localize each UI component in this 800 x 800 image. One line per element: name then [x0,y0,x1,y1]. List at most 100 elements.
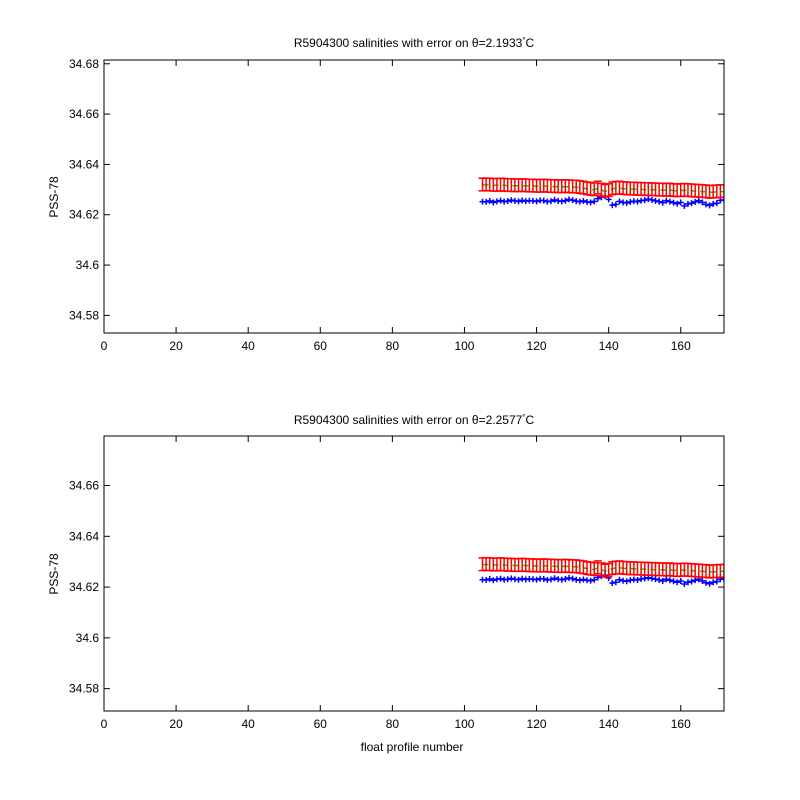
top-chart-ticks: 0 20 40 60 80 100 120 140 160 34.58 34.6 34.62 34.64… [69,57,724,353]
data-point [684,200,691,207]
data-point [688,200,695,207]
y-tick-label: 34.62 [69,580,99,594]
data-point [594,195,601,202]
y-tick-label: 34.6 [76,631,100,645]
data-point [508,575,515,582]
x-tick-label: 120 [527,339,547,353]
data-point [486,197,493,204]
data-point [580,197,587,204]
data-point [634,198,641,205]
data-point [483,576,490,583]
error-bar [579,180,588,195]
x-tick-label: 0 [101,339,108,353]
data-point [623,199,630,206]
data-point [576,577,583,584]
data-point [692,198,699,205]
data-point [558,576,565,583]
data-point [533,198,540,205]
data-point [641,197,648,204]
error-bar [601,563,610,578]
data-point [674,579,681,586]
error-bar [720,563,724,578]
data-point [674,200,681,207]
data-point [504,576,511,583]
data-point [562,197,569,204]
data-point [558,198,565,205]
x-tick-label: 80 [386,339,400,353]
data-point [648,575,655,582]
data-point [616,198,623,205]
data-point [519,575,526,582]
x-tick-label: 100 [454,339,474,353]
bottom-chart-panel: R5904300 salinities with error on θ=2.25… [47,413,725,754]
data-point [706,580,713,587]
data-point [616,576,623,583]
data-point [706,202,713,209]
top-chart-title: R5904300 salinities with error on θ=2.19… [294,36,535,50]
x-tick-label: 140 [599,339,619,353]
bottom-chart-ylabel: PSS-78 [47,553,61,595]
data-point [684,579,691,586]
data-point [702,201,709,208]
x-tick-label: 40 [242,339,256,353]
data-point [666,577,673,584]
x-tick-label: 60 [314,339,328,353]
data-point [533,576,540,583]
top-chart-axes-box [103,59,725,334]
x-tick-label: 160 [671,717,691,731]
y-tick-label: 34.66 [69,107,99,121]
data-point [515,576,522,583]
data-point [609,202,616,209]
data-point [641,575,648,582]
bottom-chart-ticks: 0 20 40 60 80 100 120 140 160 34.58 34.6 34.62 34.64… [69,436,724,731]
data-point [497,575,504,582]
data-point [515,198,522,205]
error-bar [597,562,606,577]
data-point [551,196,558,203]
y-tick-label: 34.58 [69,308,99,322]
degree-symbol: ° [522,413,525,422]
data-point [569,197,576,204]
y-tick-label: 34.64 [69,529,99,543]
data-point [504,198,511,205]
x-tick-label: 80 [386,717,400,731]
data-point [681,202,688,209]
x-tick-label: 100 [454,717,474,731]
x-tick-label: 120 [527,717,547,731]
data-point [681,581,688,588]
data-point [670,578,677,585]
data-point [623,578,630,585]
data-point [580,576,587,583]
data-point [659,199,666,206]
data-point [508,197,515,204]
error-bar [601,183,610,198]
data-point [490,577,497,584]
data-point [721,196,724,203]
data-point [547,576,554,583]
degree-symbol: ° [522,36,525,45]
x-tick-label: 60 [314,717,328,731]
data-point [677,577,684,584]
y-tick-label: 34.64 [69,157,99,171]
data-point [490,199,497,206]
bottom-chart-marks [478,556,724,588]
data-point [666,198,673,205]
data-point [627,198,634,205]
data-point [519,197,526,204]
data-point [497,197,504,204]
data-point [540,197,547,204]
data-point [551,575,558,582]
error-bar [597,182,606,197]
y-tick-label: 34.66 [69,479,99,493]
data-point [569,575,576,582]
data-point [566,196,572,203]
x-tick-label: 20 [169,339,183,353]
data-point [612,201,619,208]
data-point [648,196,655,203]
data-point [486,575,493,582]
x-tick-label: 40 [242,717,256,731]
data-point [721,575,724,582]
data-point [663,576,670,583]
data-point [540,575,547,582]
